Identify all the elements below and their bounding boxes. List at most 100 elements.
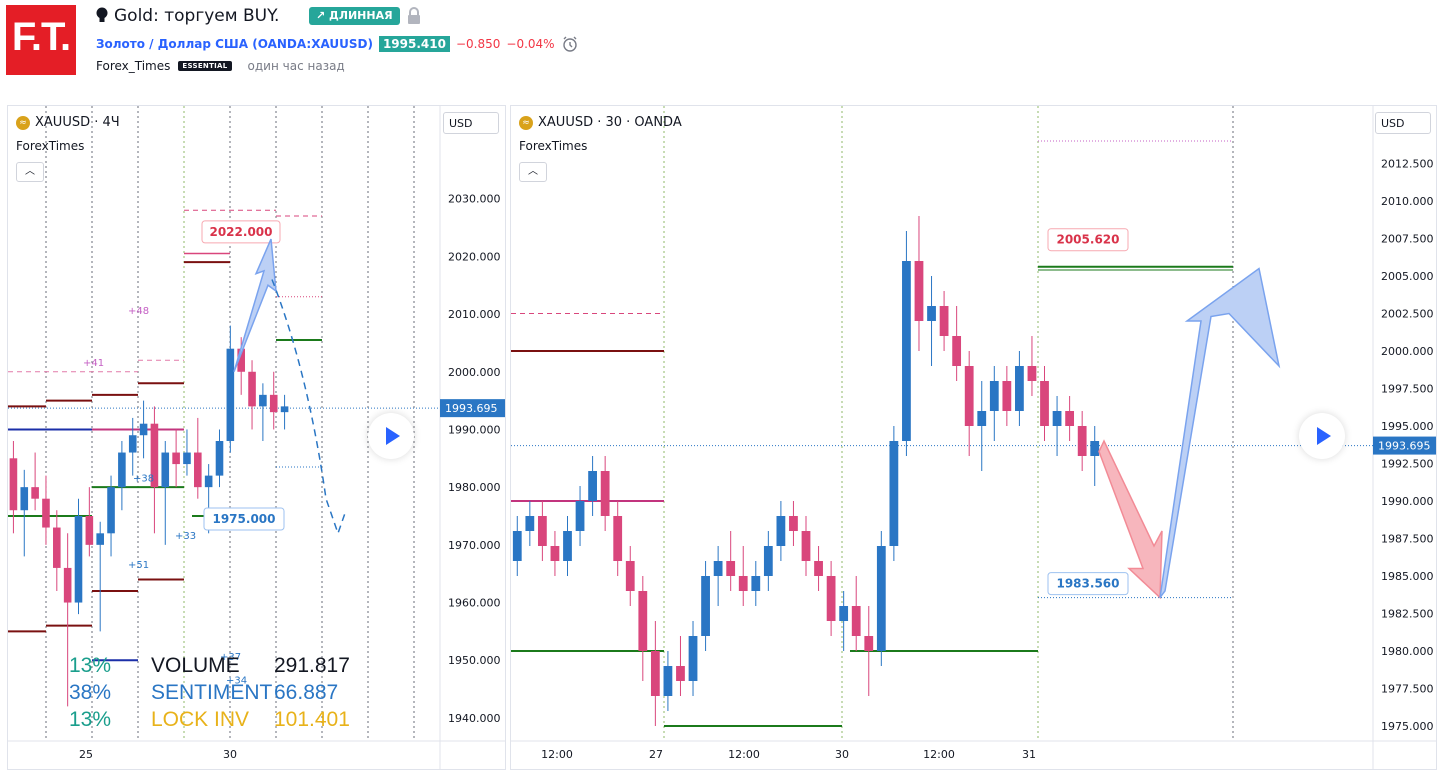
price-tick-label: 1977.500 [1381, 683, 1434, 696]
chart-30m-canvas[interactable]: 1975.000 1977.500 1980.000 1982.500 1985.000… [511, 106, 1436, 769]
price-tick-label: 1987.500 [1381, 533, 1434, 546]
price-tick-label: 2005.000 [1381, 270, 1434, 283]
alarm-clock-icon[interactable] [561, 35, 579, 53]
forecast-down-arrow [1098, 439, 1163, 600]
price-tick-label: 1980.000 [1381, 645, 1434, 658]
candle-body [139, 423, 148, 436]
author-row: Forex_Times ESSENTIAL один час назад [96, 59, 345, 73]
collapse-legend-button[interactable]: ︿ [519, 162, 547, 182]
candle-body [701, 576, 710, 636]
gold-coin-icon: ≈ [16, 115, 30, 130]
candle-body [161, 452, 170, 488]
price-tick-label: 2007.500 [1381, 233, 1434, 246]
brand-logo[interactable]: F.T. [6, 5, 76, 75]
candle-body [194, 452, 202, 488]
price-tick-label: 1980.000 [448, 481, 501, 494]
candle-body [1090, 441, 1100, 456]
candle-body [215, 441, 224, 476]
play-replay-button[interactable] [1299, 413, 1345, 459]
candle-body [927, 306, 936, 321]
symbol-name: Золото / Доллар США [96, 37, 249, 51]
stats-pct: 13% [69, 654, 112, 677]
candle-body [814, 561, 823, 576]
candle-body [128, 435, 137, 453]
time-tick-label: 25 [79, 748, 93, 761]
candle-body [1040, 381, 1049, 426]
collapse-legend-button[interactable]: ︿ [16, 162, 44, 182]
price-tick-label: 1992.500 [1381, 458, 1434, 471]
chart-30m-title: XAUUSD · 30 · OANDA [538, 115, 682, 130]
candle-body [9, 458, 18, 511]
candle-body [269, 394, 278, 413]
price-tick-label: 1995.000 [1381, 420, 1434, 433]
published-time: один час назад [247, 59, 345, 73]
play-replay-button[interactable] [368, 413, 414, 459]
candle-body [952, 336, 962, 366]
currency-selector[interactable]: USD [443, 112, 499, 134]
time-tick-label: 12:00 [923, 748, 955, 761]
candle-body [801, 531, 811, 561]
candle-body [776, 516, 786, 546]
price-tick-label: 2020.000 [448, 250, 501, 263]
candle-body [563, 531, 572, 561]
candle-body [600, 471, 610, 516]
candle-body [259, 394, 267, 407]
target-down-callout [203, 507, 285, 531]
target-down-label: 1975.000 [212, 512, 275, 526]
author-name[interactable]: Forex_Times [96, 59, 171, 73]
stats-pct: 13% [69, 708, 112, 731]
level-tag-label: +34 [226, 675, 247, 686]
candle-body [751, 576, 761, 591]
candle-body [588, 471, 597, 501]
candle-body [226, 348, 235, 441]
candle-body [638, 591, 648, 651]
stats-value: 291.817 [274, 654, 350, 677]
price-tick-label: 2000.000 [448, 366, 501, 379]
stats-name: VOLUME [151, 654, 240, 677]
candle-body [1077, 426, 1087, 456]
time-tick-label: 12:00 [728, 748, 760, 761]
candle-body [789, 516, 798, 531]
candle-body [20, 487, 29, 511]
chart-panel-4h[interactable]: 1940.000 1950.000 1960.000 1970.000 1980.000… [7, 105, 506, 770]
level-tag-label: +48 [128, 306, 149, 317]
target-down-label: 1983.560 [1056, 577, 1119, 591]
time-tick-label: 30 [223, 748, 237, 761]
candle-body [914, 261, 924, 321]
candle-body [172, 452, 180, 465]
price-tick-label: 1960.000 [448, 597, 501, 610]
candle-body [537, 516, 547, 546]
candle-body [63, 567, 72, 603]
candle-body [96, 533, 104, 545]
price-tick-label: 2002.500 [1381, 308, 1434, 321]
price-change-pct: −0.04% [506, 37, 555, 51]
gold-coin-icon: ≈ [519, 115, 533, 130]
candle-body [1027, 366, 1037, 381]
chart-4h-canvas[interactable]: 1940.000 1950.000 1960.000 1970.000 1980.000… [8, 106, 505, 769]
candle-body [763, 546, 773, 576]
candle-body [525, 516, 535, 531]
candle-body [85, 516, 94, 545]
candle-body [74, 516, 83, 603]
price-tick-label: 1990.000 [448, 423, 501, 436]
forecast-down-path [271, 279, 347, 536]
chart-30m-title-row: ≈ XAUUSD · 30 · OANDA [519, 115, 682, 130]
candle-body [150, 423, 159, 488]
candle-body [53, 527, 61, 568]
candle-body [613, 516, 623, 561]
candle-body [31, 487, 39, 499]
candle-body [650, 651, 660, 696]
price-badge: 1995.410 [378, 36, 450, 52]
lightbulb-icon [96, 7, 108, 22]
currency-selector[interactable]: USD [1375, 112, 1431, 134]
chart-panel-30m[interactable]: 1975.000 1977.500 1980.000 1982.500 1985.000… [510, 105, 1437, 770]
symbol-row: Золото / Доллар США (OANDA:XAUUSD) 1995.… [96, 35, 579, 53]
candle-body [237, 348, 245, 372]
symbol-name-link[interactable]: Золото / Доллар США (OANDA:XAUUSD) [96, 37, 373, 51]
idea-title-row: Gold: торгуем BUY. [96, 6, 279, 26]
candle-body [280, 406, 289, 413]
stats-value: 101.401 [274, 708, 350, 731]
candle-body [204, 475, 213, 488]
time-tick-label: 12:00 [541, 748, 573, 761]
candle-body [977, 411, 987, 426]
